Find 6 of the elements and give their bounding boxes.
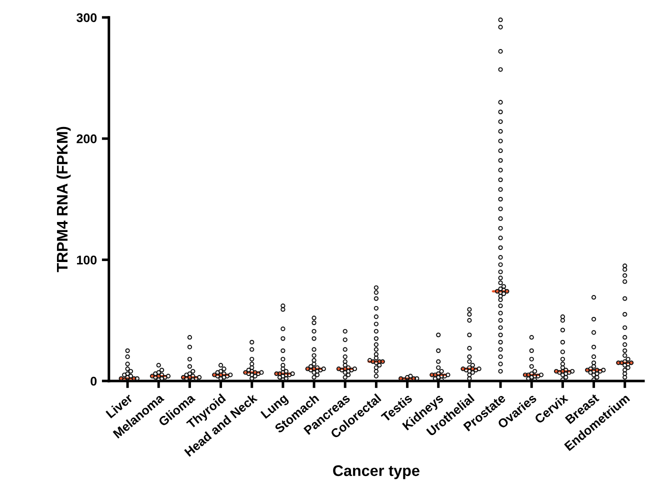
y-tick-label: 100 [77,256,97,264]
y-tick-label: 300 [76,13,97,22]
y-axis-title: TRPM4 RNA (FPKM) [56,126,71,272]
y-tick-label: 200 [76,134,97,144]
y-tick-label: 0 [90,376,97,386]
x-axis-title: Cancer type [333,465,420,480]
